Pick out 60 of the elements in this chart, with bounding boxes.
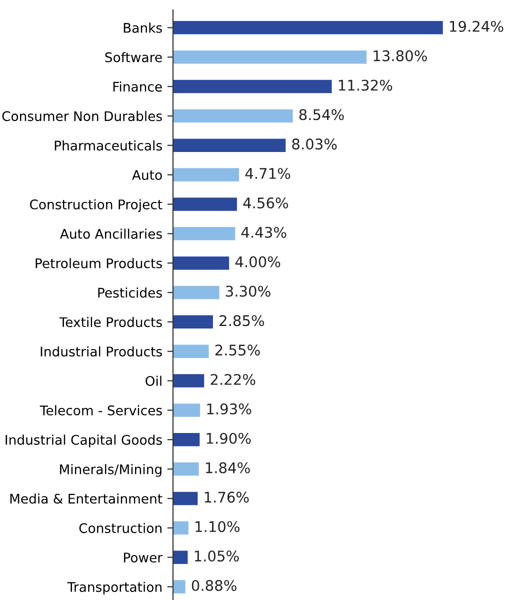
bar [173,404,200,417]
y-tick-label: Industrial Products [40,346,162,357]
bar [173,109,293,123]
bar [173,344,209,358]
data-label: 2.85% [220,315,264,326]
data-label: 4.56% [243,197,288,208]
data-label: 4.00% [235,256,280,268]
y-tick-label: Minerals/Mining [60,464,162,477]
y-tick-label: Software [105,52,162,62]
data-label: 2.55% [215,344,260,356]
y-tick-label: Construction Project [30,199,162,212]
data-label: 1.10% [196,521,240,532]
data-label: 0.88% [192,580,236,591]
data-label: 4.43% [241,226,286,238]
bar [173,227,236,240]
y-tick-label: Oil [146,376,162,386]
bar [173,256,230,270]
data-label: 1.76% [204,492,249,503]
bar [173,21,443,34]
y-tick-label: Transportation [67,582,162,595]
bar [173,168,240,182]
data-label: 3.30% [226,286,270,297]
bar [173,521,188,535]
y-tick-label: Consumer Non Durables [2,110,162,122]
data-label: 8.03% [292,138,337,150]
bar [173,80,332,94]
y-tick-label: Power [124,552,163,563]
data-label: 13.80% [374,50,427,62]
y-tick-label: Telecom - Services [40,405,162,416]
data-label: 19.24% [450,20,504,32]
bar [173,315,213,329]
data-label: 8.54% [299,109,344,120]
bar [173,50,367,64]
data-label: 1.84% [206,462,250,474]
bar [173,462,199,476]
y-tick-label: Textile Products [59,316,162,328]
y-tick-label: Industrial Capital Goods [6,434,162,448]
data-label: 1.05% [194,550,239,562]
bar [173,286,220,300]
bar [173,550,188,564]
y-tick-label: Media & Entertainment [10,493,162,504]
data-label: 11.32% [338,80,392,91]
bar [173,198,237,211]
data-label: 2.22% [210,374,256,386]
y-tick-label: Auto Ancillaries [60,228,162,239]
y-tick-label: Auto [132,170,162,180]
y-tick-label: Pharmaceuticals [54,140,162,151]
data-label: 4.71% [245,168,290,180]
data-label: 1.90% [206,432,251,444]
y-tick-label: Petroleum Products [36,258,162,268]
y-tick-label: Pesticides [98,287,162,298]
data-label: 1.93% [207,403,252,414]
bar [173,580,186,594]
y-tick-label: Construction [79,522,162,534]
bar [173,374,204,388]
bar [173,433,200,446]
y-tick-label: Finance [113,81,162,92]
bar [173,138,286,152]
bar [173,492,198,506]
y-tick-label: Banks [124,22,162,33]
